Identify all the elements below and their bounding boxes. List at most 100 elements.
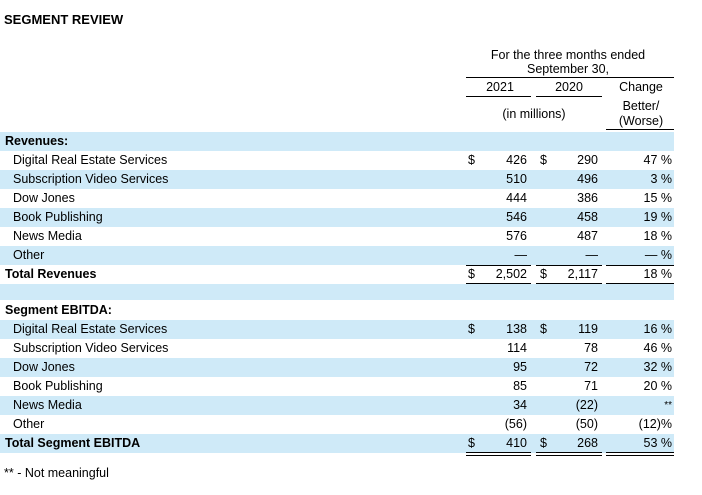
- value-2021: (56): [504, 417, 527, 431]
- dollar-sign: $: [468, 267, 475, 281]
- value-change: — %: [644, 248, 672, 262]
- period-header-line1: For the three months ended: [490, 48, 646, 62]
- row-label: Book Publishing: [13, 379, 103, 393]
- table-row: News Media 576 487 18 %: [0, 227, 674, 246]
- value-2021: 2,502: [495, 267, 527, 281]
- value-2021: 426: [506, 153, 527, 167]
- period-header-line2: September 30,: [527, 62, 609, 76]
- row-label: Subscription Video Services: [13, 341, 169, 355]
- total-double-rule: [536, 452, 602, 456]
- table-row: Book Publishing 85 71 20 %: [0, 377, 674, 396]
- dollar-sign: $: [468, 322, 475, 336]
- row-label: Other: [13, 417, 45, 431]
- row-label: Dow Jones: [13, 360, 75, 374]
- value-2020: 487: [577, 229, 598, 243]
- total-label: Total Revenues: [5, 267, 97, 281]
- subtotal-rule: [606, 265, 674, 266]
- dollar-sign: $: [540, 436, 547, 450]
- value-2021: —: [514, 248, 528, 262]
- dollar-sign: $: [540, 322, 547, 336]
- row-label: Book Publishing: [13, 210, 103, 224]
- header-rule-period: [466, 77, 674, 78]
- value-2020: 268: [577, 436, 598, 450]
- value-change: 15 %: [643, 191, 673, 205]
- value-2021: 444: [506, 191, 527, 205]
- value-change: 19 %: [643, 210, 673, 224]
- dollar-sign: $: [468, 153, 475, 167]
- table-row: Subscription Video Services 114 78 46 %: [0, 339, 674, 358]
- revenues-heading-row: Revenues:: [0, 132, 674, 151]
- value-2020: 290: [577, 153, 598, 167]
- value-2020: 458: [577, 210, 598, 224]
- footnote: ** - Not meaningful: [4, 466, 109, 480]
- row-label: Other: [13, 248, 45, 262]
- col-header-change: Change: [619, 80, 663, 94]
- page-title: SEGMENT REVIEW: [4, 12, 124, 27]
- value-2021: 95: [513, 360, 527, 374]
- value-change: 18 %: [643, 229, 673, 243]
- value-change: 53 %: [643, 436, 673, 450]
- table-row: Digital Real Estate Services $ 138 $ 119…: [0, 320, 674, 339]
- value-2020: 2,117: [567, 267, 598, 281]
- ebitda-heading-row: Segment EBITDA:: [0, 301, 674, 320]
- col-header-2020: 2020: [555, 80, 583, 94]
- total-row: Total Segment EBITDA $ 410 $ 268 53 %: [0, 434, 674, 453]
- value-change: (12)%: [638, 417, 672, 431]
- table-row: Digital Real Estate Services $ 426 $ 290…: [0, 151, 674, 170]
- value-change: 32 %: [643, 360, 673, 374]
- header-rule-2021: [466, 96, 531, 97]
- row-label: Digital Real Estate Services: [13, 322, 168, 336]
- row-label: Subscription Video Services: [13, 172, 169, 186]
- value-2020: 386: [577, 191, 598, 205]
- row-label: News Media: [13, 398, 82, 412]
- table-row: Subscription Video Services 510 496 3 %: [0, 170, 674, 189]
- value-2021: 510: [506, 172, 527, 186]
- value-change: 16 %: [643, 322, 673, 336]
- value-2020: 119: [578, 322, 598, 336]
- subtotal-rule: [466, 265, 531, 266]
- col-header-better: Better/: [622, 99, 660, 113]
- table-row: Other — — — %: [0, 246, 674, 265]
- table-row: Dow Jones 95 72 32 %: [0, 358, 674, 377]
- col-header-worse: (Worse): [618, 114, 664, 128]
- value-change: 3 %: [650, 172, 672, 186]
- value-change: **: [664, 400, 672, 411]
- table-row: News Media 34 (22) **: [0, 396, 674, 415]
- total-label: Total Segment EBITDA: [5, 436, 141, 450]
- total-double-rule: [466, 452, 531, 456]
- col-header-2021: 2021: [486, 80, 514, 94]
- total-row: Total Revenues $ 2,502 $ 2,117 18 %: [0, 265, 674, 284]
- value-2021: 410: [506, 436, 527, 450]
- value-2020: (50): [575, 417, 598, 431]
- value-change: 47 %: [643, 153, 673, 167]
- table-row: Other (56) (50) (12)%: [0, 415, 674, 434]
- revenues-heading: Revenues:: [5, 134, 69, 148]
- value-2021: 85: [513, 379, 527, 393]
- value-change: 20 %: [643, 379, 673, 393]
- header-rule-change: [606, 129, 674, 130]
- total-double-rule: [606, 452, 674, 456]
- value-2020: —: [585, 248, 599, 262]
- value-2021: 114: [507, 341, 527, 355]
- value-2020: (22): [575, 398, 598, 412]
- value-change: 46 %: [643, 341, 673, 355]
- value-2020: 71: [584, 379, 598, 393]
- row-label: News Media: [13, 229, 82, 243]
- value-change: 18 %: [643, 267, 673, 281]
- spacer-row: [0, 284, 674, 300]
- row-label: Digital Real Estate Services: [13, 153, 168, 167]
- value-2020: 78: [584, 341, 598, 355]
- header-rule-2020: [536, 96, 602, 97]
- table-row: Book Publishing 546 458 19 %: [0, 208, 674, 227]
- units-label: (in millions): [502, 107, 566, 121]
- value-2021: 34: [513, 398, 527, 412]
- dollar-sign: $: [468, 436, 475, 450]
- value-2020: 496: [577, 172, 598, 186]
- ebitda-heading: Segment EBITDA:: [5, 303, 112, 317]
- value-2021: 138: [506, 322, 527, 336]
- row-label: Dow Jones: [13, 191, 75, 205]
- dollar-sign: $: [540, 153, 547, 167]
- table-row: Dow Jones 444 386 15 %: [0, 189, 674, 208]
- subtotal-rule: [536, 265, 602, 266]
- value-2021: 546: [506, 210, 527, 224]
